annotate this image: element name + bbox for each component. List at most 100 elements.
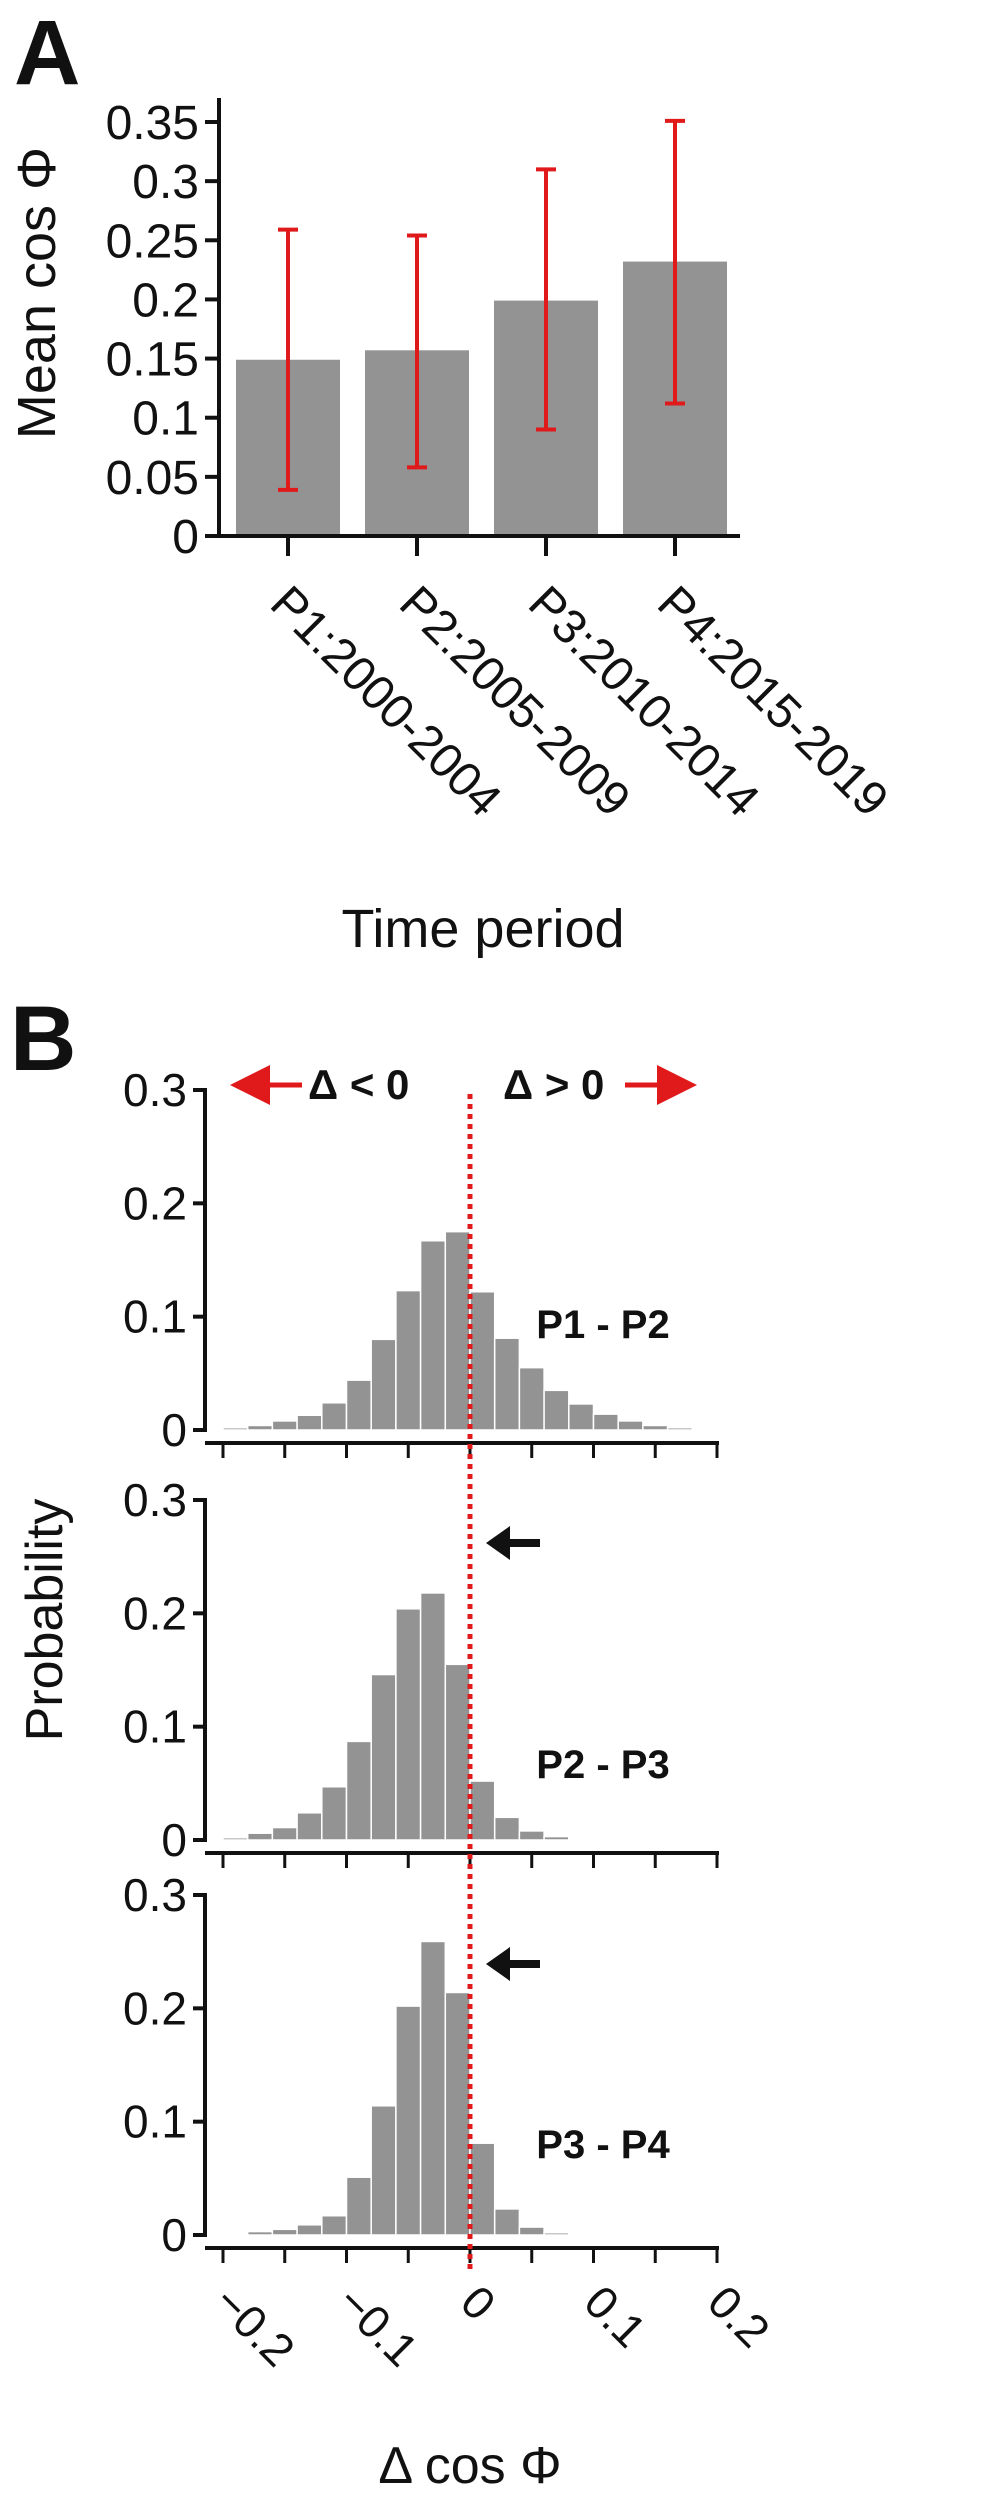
panel-a-x-axis: P1:2000-2004P2:2005-2009P3:2010-2014P4:2… [260,536,898,827]
histogram-bar [321,2214,348,2236]
histogram-bar [493,1337,521,1431]
histogram-bar [296,2224,323,2236]
histogram-bar [592,1413,619,1431]
panel-a-x-tick-label: P2:2005-2009 [389,576,640,827]
panel-b-x-tick-label: −0.2 [204,2275,305,2376]
panel-a-y-tick-label: 0.3 [132,156,199,209]
panel-a-y-tick-label: 0.05 [106,452,199,505]
histogram-bar [271,2228,298,2236]
histogram-bar [666,1426,694,1431]
panel-a: A Mean cos Φ 00.050.10.150.20.250.30.35 … [7,2,898,959]
histogram-comparison-label: P3 - P4 [536,2123,670,2167]
histogram-y-tick-label: 0.2 [123,1587,187,1639]
histogram-bar [568,2233,595,2236]
histogram-bar [419,1940,447,2236]
histogram-bar [642,1424,669,1431]
histogram-bar [543,1389,570,1431]
histogram-bar [419,1239,447,1431]
histogram-bar [419,1592,447,1841]
histogram-bar [271,1826,298,1841]
panel-b: B Δ < 0 Δ > 0 Probability 0 0.1 0.2 0.3 P1 -… [10,988,780,2495]
histogram-bar [246,2230,274,2236]
histogram-bar [246,1832,274,1841]
histogram-bar [370,2105,397,2236]
panel-b-xlabel: Δ cos Φ [378,2437,561,2495]
histogram-bar [518,1830,545,1841]
histogram-bar [444,1663,471,1841]
histogram-bar [395,1608,422,1841]
histogram-bar [469,2142,496,2236]
histogram-bar [493,2208,521,2236]
histogram-bar [469,1780,496,1841]
histogram-y-tick-label: 0.3 [123,1064,187,1116]
histogram-bar [395,2005,422,2236]
histogram-bar [345,2176,372,2236]
panel-b-x-axis: −0.2 −0.1 0 0.1 0.2 [204,2275,780,2376]
histogram-bar [543,2231,570,2236]
black-arrow-head-icon [486,1526,510,1560]
histogram-y-tick-label: 0.2 [123,1982,187,2034]
panel-b-ylabel: Probability [16,1499,74,1742]
histogram-y-tick-label: 0 [161,2209,187,2261]
histogram-3: 0 0.1 0.2 0.3 P3 - P4 [123,1869,719,2263]
histogram-y-tick-label: 0.1 [123,2096,187,2148]
histogram-bar [395,1289,422,1431]
histogram-bar [296,1812,323,1841]
panel-a-bars [236,261,727,536]
histogram-bar [222,2233,249,2236]
histogram-bar [568,1838,595,1841]
delta-negative-label: Δ < 0 [308,1061,409,1108]
histogram-bar [617,1420,644,1431]
histogram-comparison-label: P1 - P2 [536,1303,669,1347]
panel-a-ylabel: Mean cos Φ [7,147,67,439]
histogram-bar [222,1836,249,1841]
panel-a-y-tick-label: 0.35 [106,97,199,150]
histogram-y-tick-label: 0.2 [123,1177,187,1229]
histogram-bar [246,1424,274,1431]
histogram-bar [444,1991,471,2236]
panel-b-label: B [10,988,76,1090]
histogram-bar [568,1403,595,1431]
panel-a-y-tick-label: 0.2 [132,274,199,327]
histogram-bar [370,1673,397,1841]
panel-a-y-tick-label: 0.1 [132,393,199,446]
panel-a-x-tick-label: P4:2015-2019 [647,576,898,827]
histogram-y-tick-label: 0.1 [123,1701,187,1753]
histogram-y-tick-label: 0.1 [123,1291,187,1343]
delta-positive-label: Δ > 0 [503,1061,604,1108]
black-arrow-head-icon [486,1947,510,1981]
histogram-bar [321,1785,348,1841]
panel-a-y-tick-label: 0.15 [106,334,199,387]
panel-a-xlabel: Time period [341,899,624,959]
histogram-y-tick-label: 0 [161,1404,187,1456]
histogram-bar [444,1230,471,1431]
histogram-comparison-label: P2 - P3 [536,1743,669,1787]
panel-b-x-tick-label: −0.1 [327,2275,428,2376]
histogram-bar [543,1835,570,1841]
histogram-bar [469,1290,496,1431]
histogram-bar [222,1426,249,1431]
histogram-bar [271,1420,298,1431]
histogram-bar [691,1428,718,1431]
panel-a-y-tick-label: 0.25 [106,215,199,268]
panel-a-x-tick-label: P3:2010-2014 [518,576,769,827]
histogram-bar [345,1379,372,1431]
histogram-stack: 0 0.1 0.2 0.3 P1 - P2 0 0.1 0.2 0.3 P2 - P3 0 0.1 0.… [123,1064,719,2263]
panel-b-x-tick-label: 0.1 [574,2275,656,2357]
histogram-y-tick-label: 0.3 [123,1869,187,1921]
panel-a-y-axis: 0 0.05 0.1 0.15 0.2 0.25 0.3 0.35 [106,97,219,564]
panel-b-x-tick-label: 0 [451,2275,506,2330]
panel-a-x-tick-label: P1:2000-2004 [260,576,511,827]
histogram-bar [321,1402,348,1431]
panel-a-label: A [14,2,80,104]
histogram-bar [518,2226,545,2236]
histogram-bar [493,1816,521,1841]
panel-a-error-bars [278,118,685,492]
histogram-2: 0 0.1 0.2 0.3 P2 - P3 [123,1474,719,1868]
histogram-bar [518,1366,545,1431]
histogram-bar [370,1338,397,1431]
histogram-y-tick-label: 0 [161,1814,187,1866]
histogram-y-tick-label: 0.3 [123,1474,187,1526]
histogram-bar [345,1740,372,1841]
